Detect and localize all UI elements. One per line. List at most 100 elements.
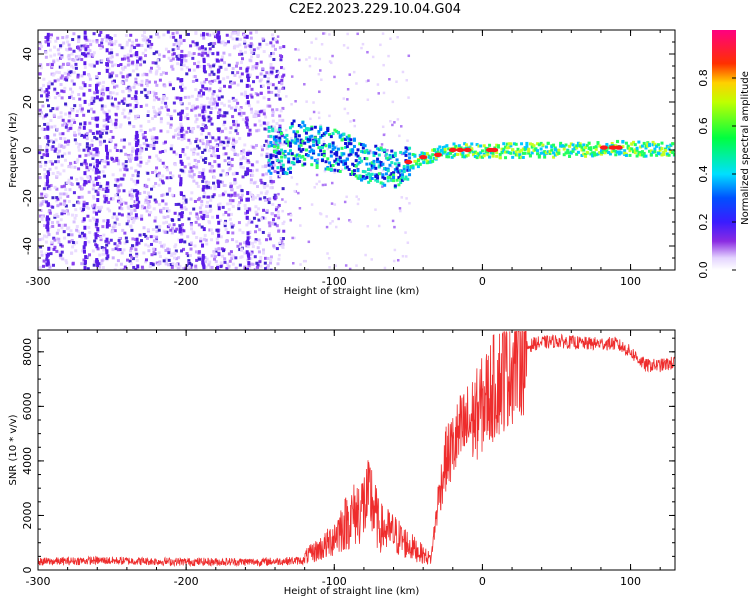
noise-pixel [157,107,161,111]
noise-pixel [151,228,155,232]
track-pixel [367,151,371,155]
noise-streak [216,228,220,233]
track-pixel [642,141,646,145]
track-pixel [521,151,525,155]
noise-pixel [268,237,272,241]
noise-pixel [56,170,60,174]
noise-pixel [157,202,161,206]
noise-pixel [92,162,96,166]
track-pixel [310,163,314,167]
noise-pixel [69,126,73,130]
noise-pixel [149,235,153,239]
noise-pixel [177,174,181,178]
noise-pixel [214,260,218,264]
noise-pixel [179,101,183,105]
noise-pixel [304,259,307,263]
noise-pixel [52,236,56,240]
noise-pixel [42,116,46,120]
noise-pixel [102,80,106,84]
track-pixel [621,145,625,149]
noise-pixel [55,70,59,74]
track-pixel [274,140,278,144]
noise-streak [201,171,205,176]
track-pixel [397,163,401,167]
noise-pixel [169,228,173,232]
noise-pixel [227,99,231,103]
noise-pixel [264,192,268,196]
noise-streak [134,90,138,95]
noise-pixel [212,64,216,68]
track-pixel [562,147,566,151]
noise-pixel [220,101,224,105]
track-pixel [381,173,385,177]
noise-pixel [136,216,140,220]
noise-pixel [257,250,261,254]
noise-streak [95,181,99,186]
noise-pixel [128,193,132,197]
noise-pixel [133,98,137,102]
noise-pixel [168,223,172,227]
noise-pixel [231,136,235,140]
track-pixel [372,165,376,169]
noise-pixel [46,170,50,174]
track-pixel [447,155,451,159]
track-pixel [288,126,292,130]
noise-streak [105,147,109,152]
noise-pixel [125,222,129,226]
noise-pixel [167,50,171,54]
noise-pixel [69,47,73,51]
noise-pixel [165,165,169,169]
track-pixel [312,151,316,155]
noise-pixel [213,257,217,261]
noise-streak [106,254,110,259]
noise-streak [201,187,205,192]
noise-pixel [269,82,273,86]
noise-pixel [156,58,160,62]
noise-pixel [60,250,64,254]
noise-pixel [133,237,137,241]
track-pixel [592,151,596,155]
noise-pixel [221,114,225,118]
noise-pixel [199,239,203,243]
noise-pixel [251,241,255,245]
noise-pixel [45,194,49,198]
noise-pixel [169,147,173,151]
noise-pixel [124,160,128,164]
noise-pixel [115,74,119,78]
noise-streak [202,91,206,96]
noise-pixel [149,35,153,39]
track-pixel [367,180,371,184]
noise-pixel [99,236,103,240]
x-tick-label: -100 [322,275,347,288]
noise-pixel [103,104,107,108]
noise-streak [202,106,206,111]
noise-streak [180,78,184,83]
noise-pixel [126,205,130,209]
noise-pixel [100,107,104,111]
noise-pixel [133,82,137,86]
noise-streak [46,135,50,140]
noise-pixel [238,263,242,267]
noise-pixel [80,133,84,137]
noise-pixel [50,82,54,86]
noise-pixel [188,261,192,265]
noise-pixel [263,261,267,265]
noise-pixel [221,169,225,173]
noise-pixel [235,171,239,175]
noise-pixel [127,116,131,120]
noise-pixel [150,253,154,257]
noise-pixel [247,44,251,48]
noise-pixel [77,148,81,152]
track-pixel [267,126,271,130]
noise-pixel [400,196,404,199]
noise-streak [217,206,221,211]
noise-pixel [323,32,327,35]
track-pixel [480,149,484,153]
noise-pixel [293,189,296,193]
noise-pixel [213,160,217,164]
track-pixel [498,152,502,156]
noise-streak [201,257,205,262]
noise-pixel [227,156,231,160]
noise-pixel [208,260,212,264]
noise-pixel [98,43,102,47]
